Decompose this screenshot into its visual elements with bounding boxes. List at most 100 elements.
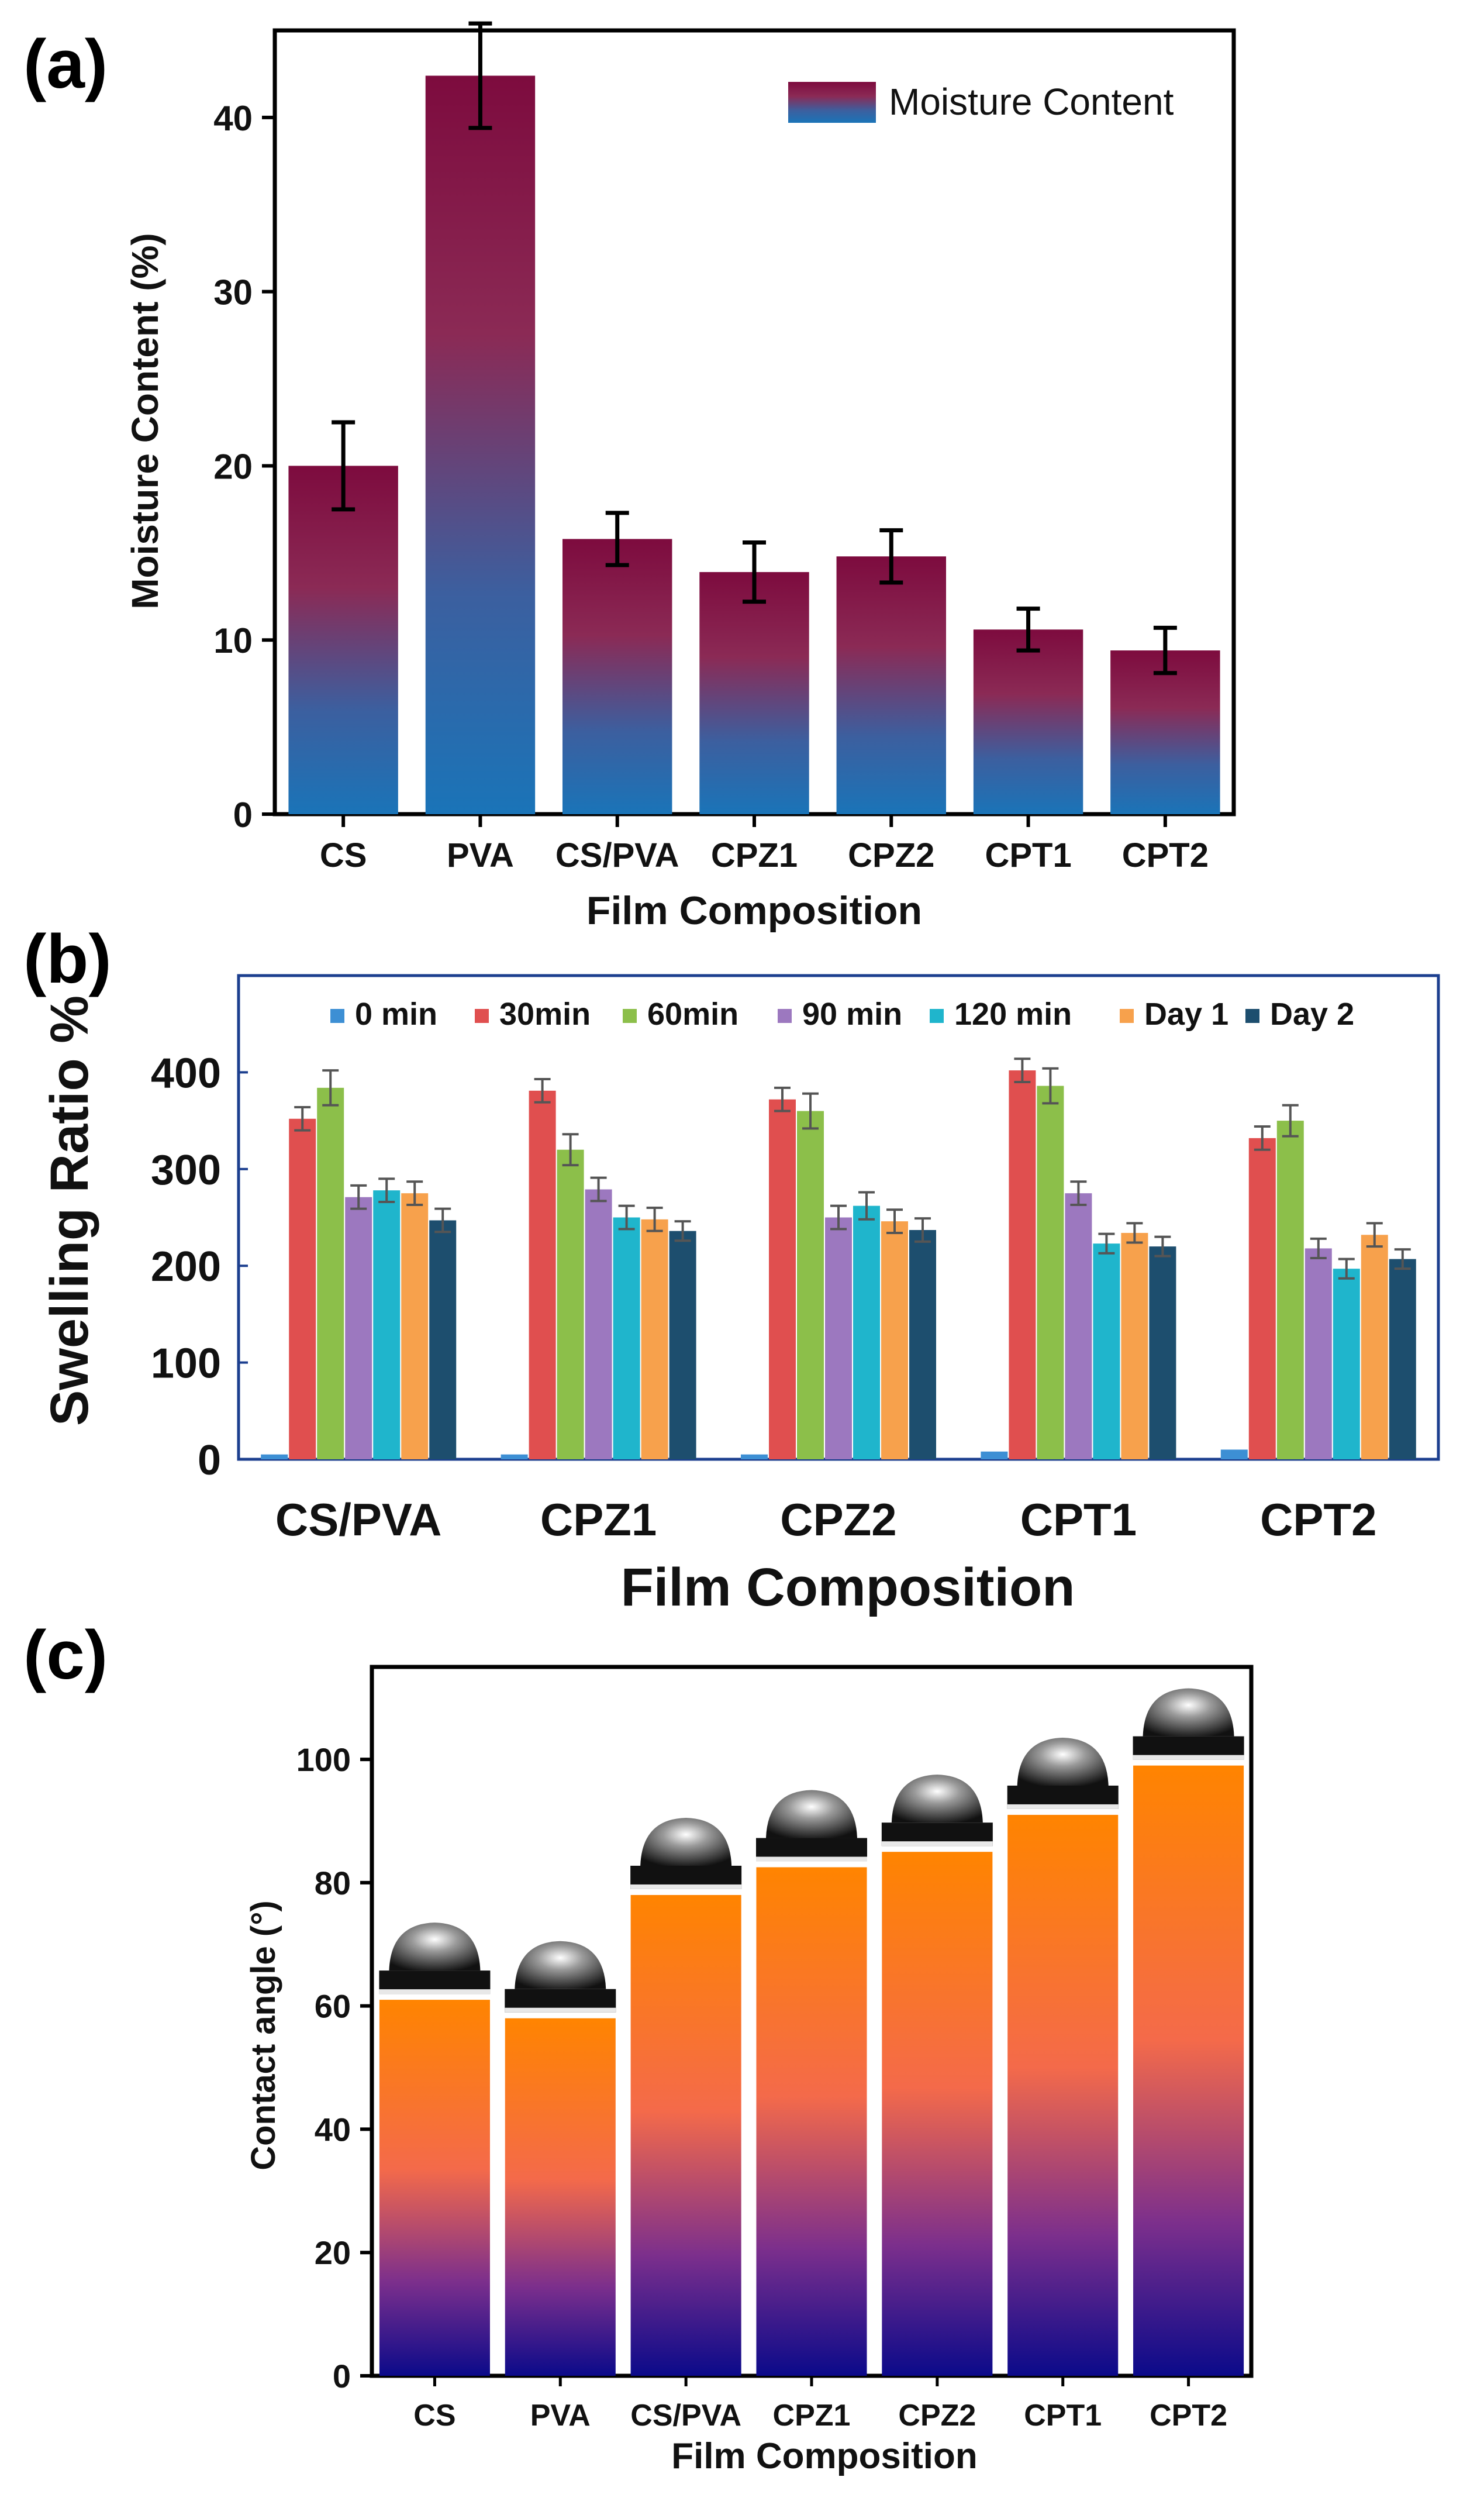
droplet-image-cpt2	[1133, 1688, 1244, 1760]
legend-swatch-a	[788, 82, 876, 123]
y-tick-label-c: 80	[315, 1865, 351, 1901]
x-axis-c: CS PVA CS/PVA CPZ1 CPZ2 CPT1 CPT2	[413, 2376, 1227, 2433]
y-tick-label-c: 60	[315, 1988, 351, 2025]
x-tick-label-pva: PVA	[447, 836, 514, 874]
y-tick-label-a: 20	[213, 447, 253, 486]
bar-cs-pva	[562, 539, 672, 814]
x-tick-label-cpt1: CPT1	[1020, 1494, 1137, 1545]
substrate-edge	[1133, 1755, 1244, 1760]
legend-label-day-2: Day 2	[1270, 997, 1354, 1032]
x-axis-b: CS/PVA CPZ1 CPZ2 CPT1 CPT2	[275, 1494, 1377, 1545]
x-tick-label-cs-pva: CS/PVA	[630, 2399, 741, 2433]
droplet	[1017, 1737, 1109, 1786]
legend-label-60min: 60min	[647, 997, 738, 1032]
y-axis-title-b: Swelling Ratio %	[40, 995, 99, 1426]
bar-cpt1-0-min	[981, 1451, 1008, 1459]
x-tick-label-cpz2: CPZ2	[898, 2399, 976, 2433]
x-axis-title-c: Film Composition	[671, 2436, 978, 2476]
bar-cpt1-60min	[1037, 1086, 1064, 1459]
x-tick-label-cpz2: CPZ2	[848, 836, 934, 874]
substrate-edge	[505, 2007, 616, 2013]
droplet	[891, 1775, 983, 1823]
legend-swatch-day-1	[1120, 1009, 1134, 1023]
substrate-edge	[881, 1841, 993, 1846]
x-axis-a: CS PVA CS/PVA CPZ1 CPZ2 CPT1 CPT2	[320, 814, 1209, 874]
bar-cpt1-120-min	[1093, 1243, 1120, 1459]
substrate-edge	[630, 1884, 742, 1889]
bar-cpz1-30min	[529, 1090, 556, 1459]
x-tick-label-cpt1: CPT1	[985, 836, 1071, 874]
droplet-image-cs	[379, 1923, 491, 1994]
bar-cpt2	[1110, 650, 1220, 814]
bar-cpz2-0-min	[741, 1454, 768, 1459]
bar-cs-pva-0-min	[261, 1454, 288, 1459]
legend-swatch-0-min	[330, 1009, 344, 1023]
y-tick-label-b: 300	[151, 1147, 221, 1194]
substrate-edge	[756, 1856, 867, 1862]
legend-label-day-1: Day 1	[1144, 997, 1228, 1032]
bar-cs	[379, 2000, 490, 2376]
bar-cpz1-90-min	[585, 1189, 612, 1459]
y-tick-label-a: 10	[213, 621, 253, 660]
y-tick-label-c: 0	[333, 2358, 351, 2395]
y-axis-c: 0 20 40 60 80 100	[296, 1741, 372, 2395]
y-tick-label-b: 200	[151, 1243, 221, 1290]
bar-cpz1	[756, 1867, 867, 2376]
bar-cpz2-30min	[769, 1099, 796, 1459]
bar-pva	[425, 75, 536, 814]
bar-cpz2	[882, 1852, 993, 2376]
bar-cpt2	[1133, 1765, 1244, 2376]
bar-pva	[505, 2018, 616, 2376]
bar-cpz2-day-2	[909, 1230, 936, 1459]
legend-label-90-min: 90 min	[802, 997, 902, 1032]
droplet-image-cs-pva	[630, 1817, 742, 1889]
y-tick-label-b: 0	[198, 1437, 221, 1484]
x-axis-title-b: Film Composition	[621, 1558, 1075, 1617]
panel-label-c: (c)	[23, 1617, 108, 1694]
legend-label-120-min: 120 min	[954, 997, 1072, 1032]
droplet-image-cpt1	[1007, 1737, 1119, 1809]
panel-label-b: (b)	[23, 921, 112, 998]
bar-cpt1-90-min	[1065, 1193, 1092, 1459]
y-axis-title-c: Contact angle (°)	[244, 1900, 282, 2170]
droplet-image-cpz1	[756, 1790, 867, 1862]
x-tick-label-cpt2: CPT2	[1260, 1494, 1376, 1545]
bars-b	[261, 1057, 1416, 1459]
bar-cpz1-day-2	[669, 1231, 696, 1459]
x-tick-label-cs: CS	[413, 2399, 455, 2433]
y-tick-label-b: 400	[151, 1050, 221, 1097]
y-axis-a: 0 10 20 30 40	[213, 99, 275, 835]
bar-cpt2-0-min	[1220, 1449, 1248, 1459]
bar-cpz1-0-min	[501, 1454, 528, 1459]
legend-label-0-min: 0 min	[355, 997, 437, 1032]
bar-cs-pva-day-2	[429, 1220, 457, 1459]
legend-swatch-90-min	[778, 1009, 792, 1023]
x-tick-label-cpt1: CPT1	[1024, 2399, 1102, 2433]
legend-b: 0 min 30min 60min 90 min 120 min Day 1 Day 2	[330, 997, 1354, 1032]
bar-cpt1-day-2	[1149, 1246, 1176, 1459]
bar-cs-pva-30min	[289, 1118, 316, 1459]
bar-cpt2-day-2	[1389, 1259, 1416, 1459]
droplet	[766, 1790, 857, 1838]
bar-cpt1	[1007, 1814, 1119, 2376]
bar-cpz2-120-min	[853, 1205, 880, 1459]
y-tick-label-a: 30	[213, 273, 253, 312]
x-axis-title-a: Film Composition	[586, 888, 922, 933]
y-tick-label-c: 40	[315, 2111, 351, 2148]
panel-a-moisture-chart: (a) 0 10 20 30 40 CS PVA CS/PVA CPZ1 CPZ2 CPT1 CPT…	[23, 21, 1236, 933]
substrate-edge	[1007, 1804, 1119, 1809]
bar-cpt1-day-1	[1121, 1232, 1148, 1459]
bar-cs-pva-90-min	[345, 1197, 372, 1459]
bar-cpz1-60min	[557, 1149, 584, 1459]
x-tick-label-cpz1: CPZ1	[773, 2399, 851, 2433]
legend-label-a: Moisture Content	[889, 81, 1174, 123]
legend-label-30min: 30min	[499, 997, 591, 1032]
y-tick-label-c: 100	[296, 1741, 351, 1778]
droplet	[515, 1941, 606, 1989]
x-tick-label-cpz1: CPZ1	[540, 1494, 657, 1545]
y-tick-label-a: 40	[213, 99, 253, 138]
droplet-image-cpz2	[881, 1775, 993, 1846]
bar-cpz1-day-1	[641, 1219, 668, 1459]
y-tick-label-a: 0	[233, 795, 253, 835]
